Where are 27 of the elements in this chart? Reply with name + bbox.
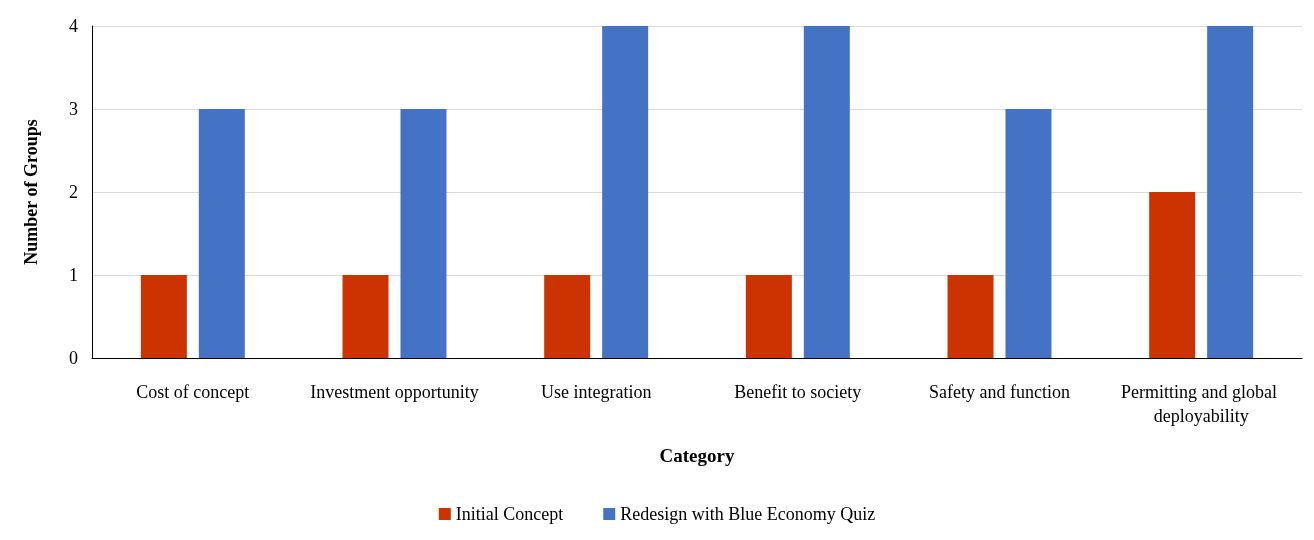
bar [544,275,591,358]
y-tick-label: 1 [69,265,78,285]
x-tick-label: Cost of concept [136,382,250,402]
x-axis-title: Category [659,445,735,466]
y-tick-label: 4 [69,16,78,36]
y-tick-label: 3 [69,99,78,119]
bar [1207,26,1254,358]
x-tick-label: Safety and function [929,382,1070,402]
bar [342,275,389,358]
legend-label: Initial Concept [455,504,564,524]
bar [140,275,187,358]
y-tick-label: 2 [69,182,78,202]
bar [1149,192,1196,358]
bar [400,109,447,358]
y-tick-label: 0 [69,348,78,368]
bar [803,26,850,358]
bar [602,26,649,358]
bar [947,275,994,358]
x-tick-label: Benefit to society [734,382,862,402]
x-tick-label: Permitting and global deployability [1120,382,1282,426]
x-tick-label: Use integration [540,382,652,402]
y-axis-title: Number of Groups [21,119,41,265]
x-tick-label: Investment opportunity [310,382,479,402]
bar [1005,109,1052,358]
bar [745,275,792,358]
bar [198,109,245,358]
legend-label: Redesign with Blue Economy Quiz [620,504,876,524]
